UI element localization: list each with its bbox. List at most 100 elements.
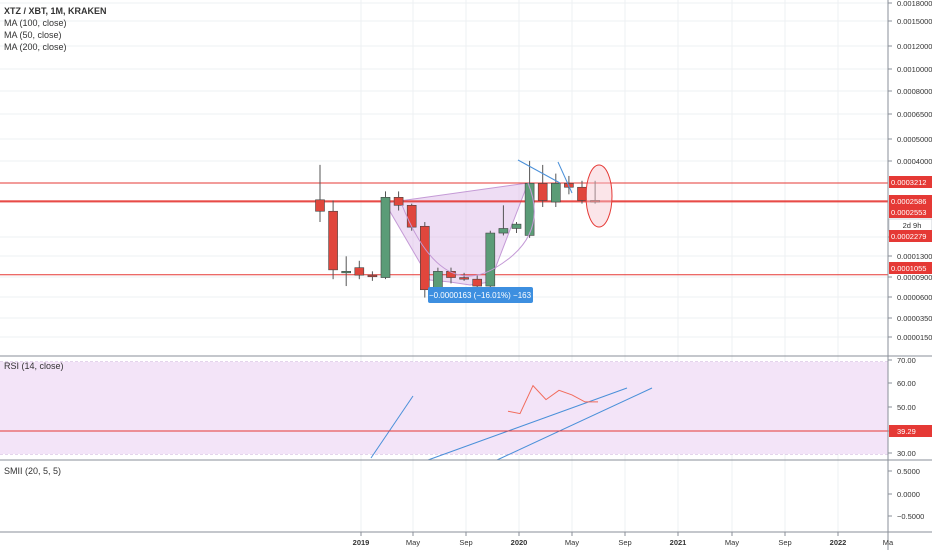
candle-body <box>354 267 365 276</box>
price-badge <box>889 176 932 188</box>
candle-body <box>341 271 352 274</box>
price-tick-label: 0.0015000 <box>897 17 932 26</box>
ma-50-label[interactable]: MA (50, close) <box>4 30 62 40</box>
candle-body <box>328 210 338 271</box>
time-tick-label: 2020 <box>511 538 528 547</box>
rsi-trend-line <box>496 387 653 461</box>
smii-tick-label: 0.0000 <box>897 490 920 499</box>
price-badge-label: 2d 9h <box>903 221 922 230</box>
ma-200-label[interactable]: MA (200, close) <box>4 42 67 52</box>
candle[interactable] <box>459 272 469 281</box>
candle-body <box>433 271 443 291</box>
pattern-fill <box>384 182 529 286</box>
rsi-badge <box>889 425 932 437</box>
candle-body <box>524 183 535 236</box>
rsi-tick-label: 50.00 <box>897 403 916 412</box>
axes: 0.0018000 0.0015000 0.0012000 0.0010000 0.00… <box>353 0 932 547</box>
price-tick-label: 0.0008000 <box>897 87 932 96</box>
candle[interactable] <box>590 180 600 204</box>
candle[interactable] <box>328 200 338 280</box>
candle[interactable] <box>537 164 548 208</box>
candle[interactable] <box>550 173 561 208</box>
trend-line <box>557 161 573 194</box>
price-tick-label: 0.0000150 <box>897 333 932 342</box>
time-tick-label: 2021 <box>670 538 687 547</box>
time-tick-label: Sep <box>778 538 791 547</box>
price-tick-label: 0.0000600 <box>897 293 932 302</box>
candle[interactable] <box>341 256 352 287</box>
time-tick-label: May <box>565 538 579 547</box>
candle-body <box>550 183 561 203</box>
candles <box>315 160 600 298</box>
candle-body <box>537 183 548 201</box>
price-badge-label: 0.0002553 <box>891 208 926 217</box>
price-badge <box>889 206 932 218</box>
price-tick-label: 0.0001300 <box>897 252 932 261</box>
price-badge <box>889 230 932 242</box>
price-badge <box>889 195 932 207</box>
price-badge-label: 0.0002279 <box>891 232 926 241</box>
price-badge-label: 0.0003212 <box>891 178 926 187</box>
candle[interactable] <box>577 180 587 204</box>
time-tick-label: 2019 <box>353 538 370 547</box>
time-tick-label: Ma <box>883 538 894 547</box>
candle-body <box>590 200 600 203</box>
candle-body <box>367 274 378 278</box>
candle[interactable] <box>485 230 496 288</box>
rsi-band <box>0 362 888 454</box>
candle[interactable] <box>498 205 509 236</box>
time-tick-label: 2022 <box>830 538 847 547</box>
rsi-trend-line <box>427 387 628 461</box>
candle-body <box>380 197 391 278</box>
time-tick-label: May <box>725 538 739 547</box>
rsi-tick-label: 70.00 <box>897 356 916 365</box>
candle-body <box>577 186 587 201</box>
candle-body <box>459 277 469 280</box>
symbol-title: XTZ / XBT, 1M, KRAKEN <box>4 6 107 16</box>
time-tick-label: May <box>406 538 420 547</box>
price-tick-label: 0.0006500 <box>897 110 932 119</box>
price-badge <box>889 262 932 274</box>
candle-body <box>393 197 404 206</box>
candle-body <box>511 223 522 229</box>
candle-body <box>315 199 325 212</box>
candle[interactable] <box>354 260 365 280</box>
rsi-title[interactable]: RSI (14, close) <box>4 361 64 371</box>
price-tick-label: 0.0004000 <box>897 157 932 166</box>
price-tick-label: 0.0012000 <box>897 42 932 51</box>
smii-title[interactable]: SMII (20, 5, 5) <box>4 466 62 476</box>
time-tick-label: Sep <box>459 538 472 547</box>
candle[interactable] <box>315 164 325 223</box>
candle[interactable] <box>511 222 522 234</box>
rsi-trend-line <box>370 395 414 459</box>
ma-100-label[interactable]: MA (100, close) <box>4 18 67 28</box>
candle-body <box>406 205 417 228</box>
price-badge-label: 0.0001055 <box>891 264 926 273</box>
candle[interactable] <box>367 271 378 281</box>
candle-body <box>472 278 483 287</box>
measure-label: −0.0000163 (−16.01%) −163 <box>429 291 532 300</box>
highlight-ellipse <box>585 164 613 228</box>
candle[interactable] <box>419 222 430 298</box>
price-tick-label: 0.0005000 <box>897 135 932 144</box>
price-tick-label: 0.0010000 <box>897 65 932 74</box>
price-tick-label: 0.0000350 <box>897 314 932 323</box>
candle[interactable] <box>380 191 391 280</box>
candle[interactable] <box>393 191 404 211</box>
level-lines <box>0 182 888 276</box>
price-tick-label: 0.0000900 <box>897 273 932 282</box>
cup-curve <box>401 182 535 277</box>
smii-tick-label: −0.5000 <box>897 512 924 521</box>
rsi-line <box>507 384 598 415</box>
price-badge-label: 0.0002586 <box>891 197 926 206</box>
smii-tick-label: 0.5000 <box>897 467 920 476</box>
measure-label-bg <box>428 287 533 303</box>
price-tick-label: 0.0018000 <box>897 0 932 8</box>
measure-tool[interactable]: −0.0000163 (−16.01%) −163 <box>428 287 533 303</box>
candle-body <box>498 228 509 234</box>
time-tick-label: Sep <box>618 538 631 547</box>
candle-body <box>419 225 430 291</box>
drawings <box>0 159 888 461</box>
rsi-tick-label: 60.00 <box>897 379 916 388</box>
